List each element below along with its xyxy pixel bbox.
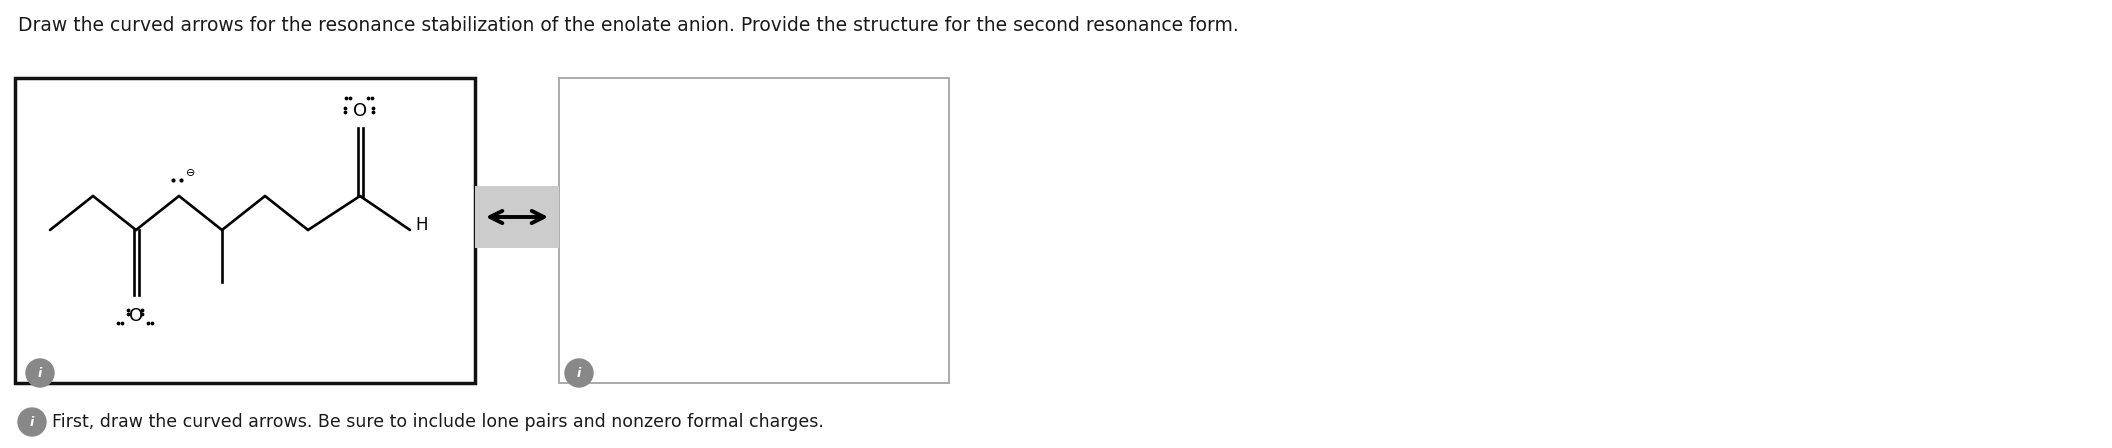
- Text: H: H: [414, 216, 427, 234]
- Text: O: O: [129, 307, 144, 325]
- Text: O: O: [353, 102, 367, 120]
- FancyBboxPatch shape: [15, 78, 475, 383]
- Circle shape: [19, 408, 46, 436]
- Text: First, draw the curved arrows. Be sure to include lone pairs and nonzero formal : First, draw the curved arrows. Be sure t…: [53, 413, 824, 431]
- Text: i: i: [30, 415, 34, 428]
- Circle shape: [25, 359, 55, 387]
- Text: i: i: [577, 366, 581, 379]
- FancyBboxPatch shape: [475, 186, 560, 248]
- Circle shape: [566, 359, 593, 387]
- Text: $\ominus$: $\ominus$: [186, 167, 194, 178]
- Text: i: i: [38, 366, 42, 379]
- FancyBboxPatch shape: [560, 78, 948, 383]
- Text: Draw the curved arrows for the resonance stabilization of the enolate anion. Pro: Draw the curved arrows for the resonance…: [19, 16, 1240, 35]
